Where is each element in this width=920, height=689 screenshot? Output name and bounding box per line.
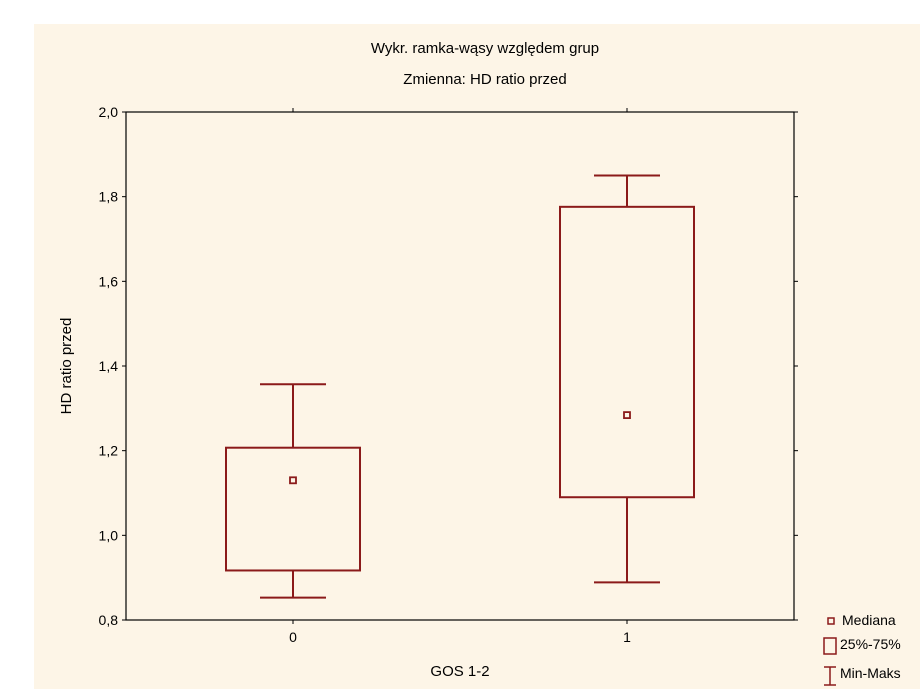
iqr-box <box>560 207 694 497</box>
x-tick-label: 1 <box>623 629 631 645</box>
legend-whisker-label: Min-Maks <box>840 665 901 681</box>
y-tick-label: 1,6 <box>99 273 119 289</box>
box-group-0 <box>226 384 360 597</box>
y-tick-label: 1,0 <box>99 527 119 543</box>
box-group-1 <box>560 176 694 583</box>
y-tick-label: 1,4 <box>99 358 119 374</box>
x-tick-label: 0 <box>289 629 297 645</box>
legend-whisker-marker <box>824 667 836 685</box>
median-marker <box>290 477 296 483</box>
y-axis-label: HD ratio przed <box>58 318 75 415</box>
median-marker <box>624 412 630 418</box>
box-series <box>226 176 694 598</box>
legend: Mediana 25%-75% Min-Maks <box>824 612 901 685</box>
legend-median-label: Mediana <box>842 612 896 628</box>
iqr-box <box>226 448 360 571</box>
chart-panel: Wykr. ramka-wąsy względem grup Zmienna: … <box>34 24 920 689</box>
y-tick-label: 0,8 <box>99 612 119 628</box>
legend-box-marker <box>824 638 836 654</box>
chart-title: Wykr. ramka-wąsy względem grup <box>371 40 599 57</box>
legend-box-label: 25%-75% <box>840 636 901 652</box>
y-tick-label: 2,0 <box>99 104 119 120</box>
legend-median-marker <box>828 618 834 624</box>
x-axis-label: GOS 1-2 <box>430 663 489 680</box>
chart-subtitle: Zmienna: HD ratio przed <box>403 71 566 88</box>
box-plot-chart: Wykr. ramka-wąsy względem grup Zmienna: … <box>34 24 920 689</box>
y-tick-label: 1,8 <box>99 189 119 205</box>
y-tick-label: 1,2 <box>99 443 119 459</box>
